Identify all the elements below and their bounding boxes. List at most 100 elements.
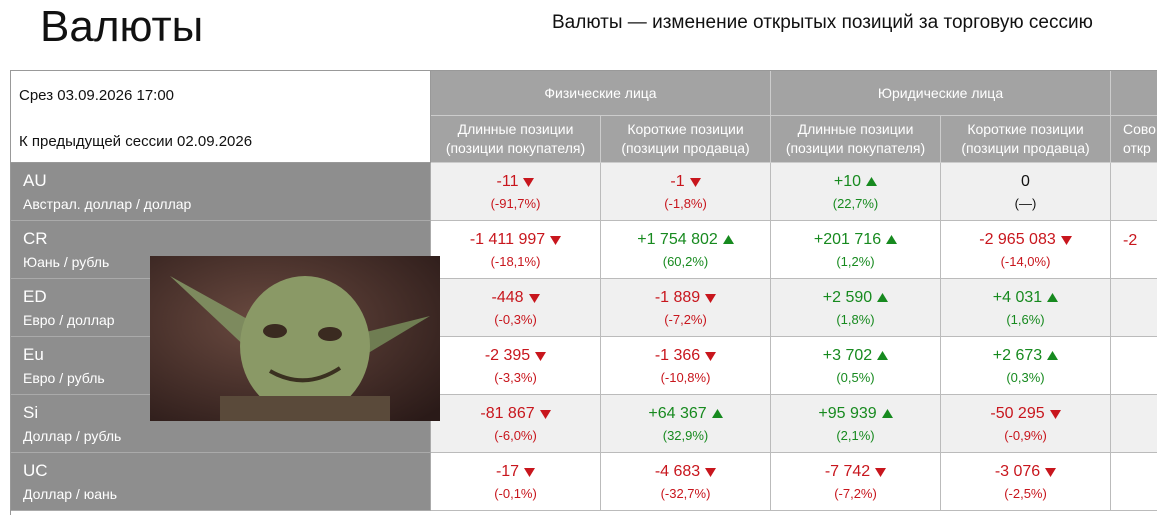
arrow-down: [705, 351, 717, 361]
percent: (60,2%): [662, 253, 709, 269]
ticker: UC: [23, 461, 48, 480]
value-line: -1 366: [655, 347, 717, 365]
percent: (1,6%): [1006, 311, 1045, 327]
subtitle: Валюты — изменение открытых позиций за т…: [552, 12, 1093, 33]
percent: (-7,2%): [664, 311, 707, 327]
arrow-down: [705, 293, 717, 303]
percent: (-0,9%): [1004, 427, 1047, 443]
row-label: AU Австрал. доллар / доллар: [11, 163, 431, 221]
value: -448: [491, 288, 524, 306]
value-line: -2 965 083: [979, 231, 1072, 249]
arrow-down: [524, 467, 536, 477]
overlay-image: [150, 256, 440, 421]
value-line: -11: [497, 173, 535, 191]
data-cell: -81 867 (-6,0%): [431, 395, 601, 453]
data-cell: 0 (—): [941, 163, 1111, 221]
value: -81 867: [480, 404, 535, 422]
data-cell: +4 031 (1,6%): [941, 279, 1111, 337]
data-cell: +201 716 (1,2%): [771, 221, 941, 279]
value: -50 295: [990, 404, 1045, 422]
value: -17: [495, 462, 520, 480]
percent: (-2,5%): [1004, 485, 1047, 501]
percent: (-18,1%): [490, 253, 541, 269]
data-cell: -1 411 997 (-18,1%): [431, 221, 601, 279]
value-line: -1 411 997: [469, 230, 562, 249]
value-line: +3 702: [822, 346, 889, 365]
data-cell: -17 (-0,1%): [431, 453, 601, 511]
row-label: UC Доллар / юань: [11, 453, 431, 511]
ticker: CR: [23, 229, 48, 248]
data-cell: +10 (22,7%): [771, 163, 941, 221]
ticker: Si: [23, 403, 39, 422]
value: -1: [670, 172, 685, 190]
arrow-up: [877, 292, 889, 302]
data-cell: +95 939 (2,1%): [771, 395, 941, 453]
arrow-down: [689, 177, 701, 187]
instrument-name: Доллар / юань: [23, 486, 118, 502]
percent: (0,5%): [836, 369, 875, 385]
value-line: +64 367: [648, 404, 723, 423]
value-line: -3 076: [995, 463, 1057, 481]
value-line: -2 395: [484, 346, 547, 365]
arrow-down: [523, 177, 535, 187]
percent: (-6,0%): [494, 427, 537, 443]
column-header-line: (позиции покупателя): [785, 140, 926, 156]
column-header-line: откр: [1123, 140, 1151, 156]
column-header: Сово откр: [1111, 116, 1157, 163]
data-cell: [1111, 163, 1157, 221]
title: Валюты: [40, 2, 204, 51]
percent: (1,8%): [836, 311, 875, 327]
value: +3 702: [822, 346, 873, 364]
arrow-down: [535, 351, 547, 361]
data-cell: -50 295 (-0,9%): [941, 395, 1111, 453]
value-line: -4 683: [654, 462, 717, 481]
value: +4 031: [992, 288, 1043, 306]
arrow-up: [881, 408, 893, 418]
column-header-line: Сово: [1123, 121, 1156, 137]
data-cell: +3 702 (0,5%): [771, 337, 941, 395]
arrow-down: [528, 293, 540, 303]
value: -2 395: [484, 346, 531, 364]
data-cell: -3 076 (-2,5%): [941, 453, 1111, 511]
value-line: -1 889: [655, 289, 717, 307]
arrow-up: [866, 176, 878, 186]
arrow-up: [877, 350, 889, 360]
column-header-line: (позиции продавца): [961, 140, 1090, 156]
instrument-name: Евро / рубль: [23, 370, 105, 386]
data-cell: -2: [1111, 221, 1157, 279]
data-cell: -1 (-1,8%): [601, 163, 771, 221]
value: -2 965 083: [979, 230, 1056, 248]
data-cell: -448 (-0,3%): [431, 279, 601, 337]
ticker: Eu: [23, 345, 44, 364]
value-line: +1 754 802: [637, 231, 734, 249]
data-cell: -1 366 (-10,8%): [601, 337, 771, 395]
percent: (-3,3%): [494, 369, 537, 385]
data-cell: +2 590 (1,8%): [771, 279, 941, 337]
value: +2 673: [992, 346, 1043, 364]
value: -11: [496, 172, 519, 190]
data-cell: +1 754 802 (60,2%): [601, 221, 771, 279]
value: +64 367: [648, 404, 707, 422]
instrument-name: Евро / доллар: [23, 312, 115, 328]
value-line: +201 716: [814, 231, 898, 249]
value: +2 590: [822, 288, 873, 306]
data-cell: [1111, 337, 1157, 395]
value-line: +10: [834, 173, 878, 191]
percent: (-10,8%): [660, 369, 711, 385]
percent: (-0,3%): [494, 311, 537, 327]
arrow-down: [705, 467, 717, 477]
arrow-up: [722, 234, 734, 244]
instrument-name: Юань / рубль: [23, 254, 110, 270]
value: -4 683: [654, 462, 701, 480]
value: -1 411 997: [469, 230, 546, 248]
percent: (—): [1014, 195, 1037, 211]
percent: (-91,7%): [490, 195, 541, 211]
column-header: Короткие позиции (позиции продавца): [941, 116, 1111, 163]
arrow-down: [539, 409, 551, 419]
arrow-up: [1047, 292, 1059, 302]
data-cell: -1 889 (-7,2%): [601, 279, 771, 337]
group-header: [1111, 71, 1157, 116]
value-line: -1: [670, 172, 701, 191]
column-header-line: (позиции продавца): [621, 140, 750, 156]
